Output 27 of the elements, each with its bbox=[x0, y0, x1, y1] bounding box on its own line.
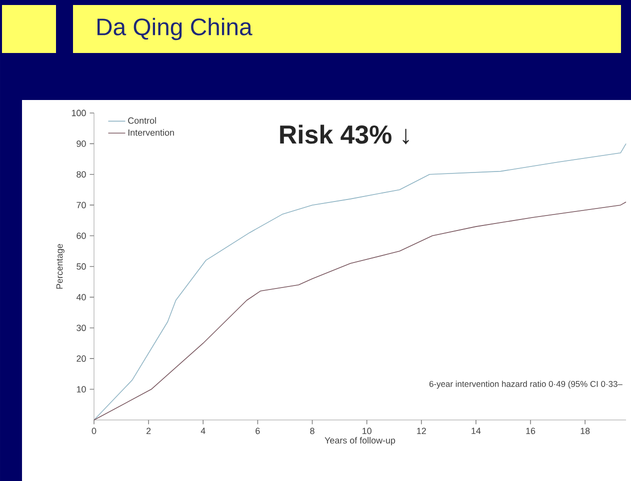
y-tick-label: 90 bbox=[76, 140, 86, 147]
x-tick-label: 4 bbox=[200, 428, 206, 434]
y-tick-label: 60 bbox=[76, 232, 86, 239]
x-tick-label: 18 bbox=[580, 428, 590, 434]
y-tick-label: 20 bbox=[76, 355, 86, 362]
y-tick-label: 10 bbox=[76, 386, 86, 392]
x-tick-label: 0 bbox=[92, 428, 96, 434]
y-tick-label: 70 bbox=[76, 202, 86, 208]
y-tick-label: 80 bbox=[76, 171, 86, 178]
y-axis-title: Percentage bbox=[56, 244, 64, 289]
x-axis-title: Years of follow-up bbox=[324, 436, 396, 446]
annotation: Risk 43% ↓ bbox=[280, 124, 409, 144]
annotation: 6-year intervention hazard ratio 0·49 (95% CI 0·33– bbox=[429, 380, 622, 389]
y-tick-label: 30 bbox=[76, 324, 86, 332]
x-tick-label: 12 bbox=[417, 428, 426, 434]
x-tick-label: 14 bbox=[472, 428, 481, 434]
x-tick-label: 2 bbox=[146, 428, 151, 434]
legend-label: Intervention bbox=[128, 129, 174, 136]
x-tick-label: 8 bbox=[310, 428, 314, 434]
x-tick-label: 16 bbox=[526, 428, 536, 434]
y-tick-label: 50 bbox=[76, 263, 86, 270]
x-tick-label: 6 bbox=[256, 428, 260, 434]
chart-title: Da Qing China bbox=[97, 18, 252, 40]
y-tick-label: 40 bbox=[76, 294, 86, 300]
x-tick-label: 10 bbox=[362, 428, 372, 434]
legend-label: Control bbox=[128, 117, 156, 124]
y-tick-label: 100 bbox=[72, 110, 86, 116]
